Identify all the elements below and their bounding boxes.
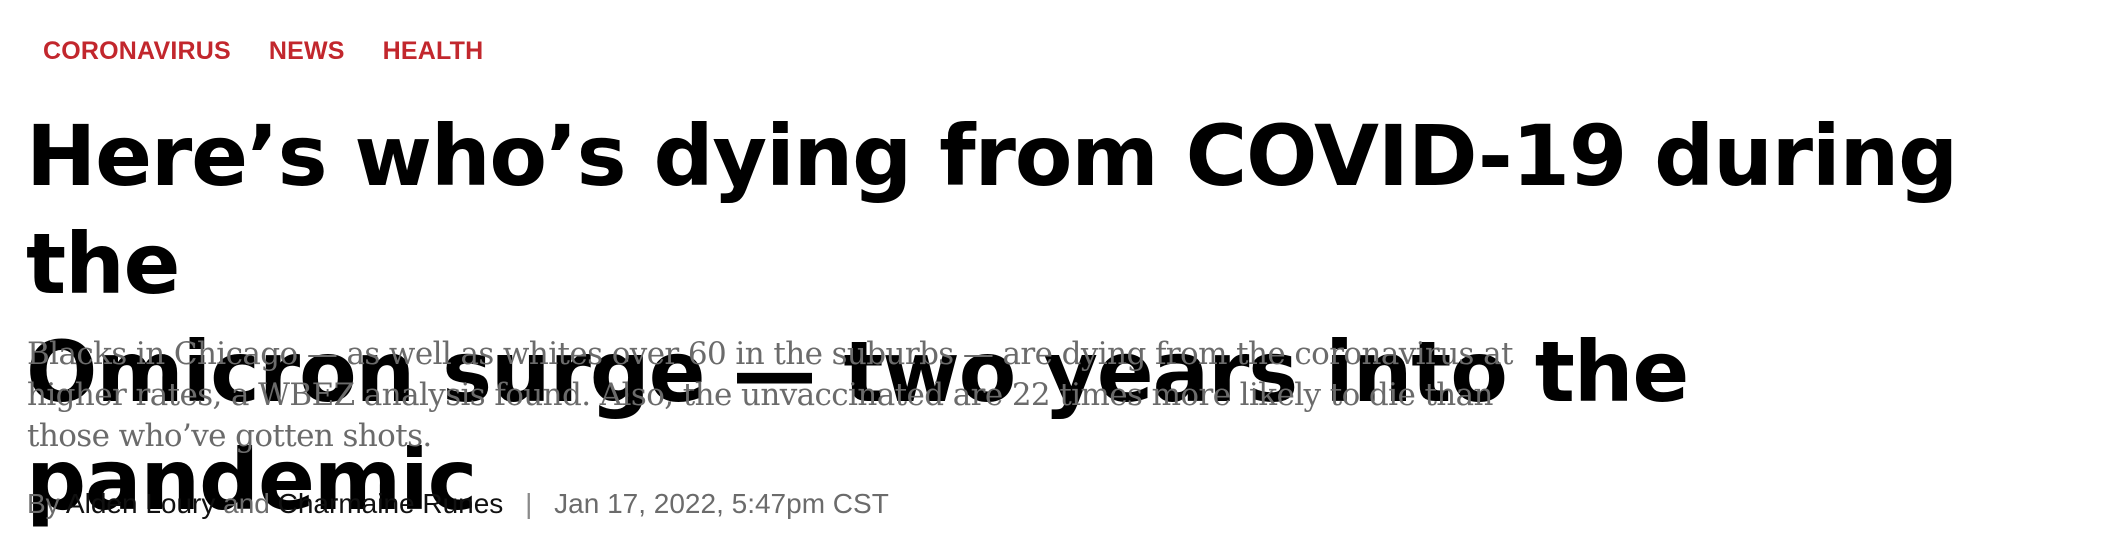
byline: By Alden Loury and Charmaine Runes | Jan… bbox=[27, 486, 889, 522]
headline: Here’s who’s dying from COVID-19 during … bbox=[26, 102, 2086, 534]
dek-line-2: higher rates, a WBEZ analysis found. Als… bbox=[27, 377, 1494, 413]
byline-separator: | bbox=[525, 488, 533, 519]
tag-coronavirus[interactable]: CORONAVIRUS bbox=[43, 37, 231, 65]
headline-line-1: Here’s who’s dying from COVID-19 during … bbox=[26, 107, 1958, 313]
byline-prefix: By bbox=[27, 488, 60, 519]
author-link-alden-loury[interactable]: Alden Loury bbox=[65, 488, 216, 519]
publish-date: Jan 17, 2022, 5:47pm CST bbox=[554, 488, 889, 519]
tag-health[interactable]: HEALTH bbox=[382, 37, 484, 65]
author-link-charmaine-runes[interactable]: Charmaine Runes bbox=[277, 488, 504, 519]
tag-news[interactable]: NEWS bbox=[268, 37, 345, 65]
section-tags: CORONAVIRUS NEWS HEALTH bbox=[43, 36, 483, 66]
dek-line-3: those who’ve gotten shots. bbox=[27, 418, 432, 454]
dek-line-1: Blacks in Chicago — as well as whites ov… bbox=[27, 336, 1513, 372]
byline-conjunction: and bbox=[223, 488, 270, 519]
headline-line-2: Omicron surge — two years into the pande… bbox=[26, 323, 1689, 529]
article-dek: Blacks in Chicago — as well as whites ov… bbox=[27, 334, 1607, 457]
